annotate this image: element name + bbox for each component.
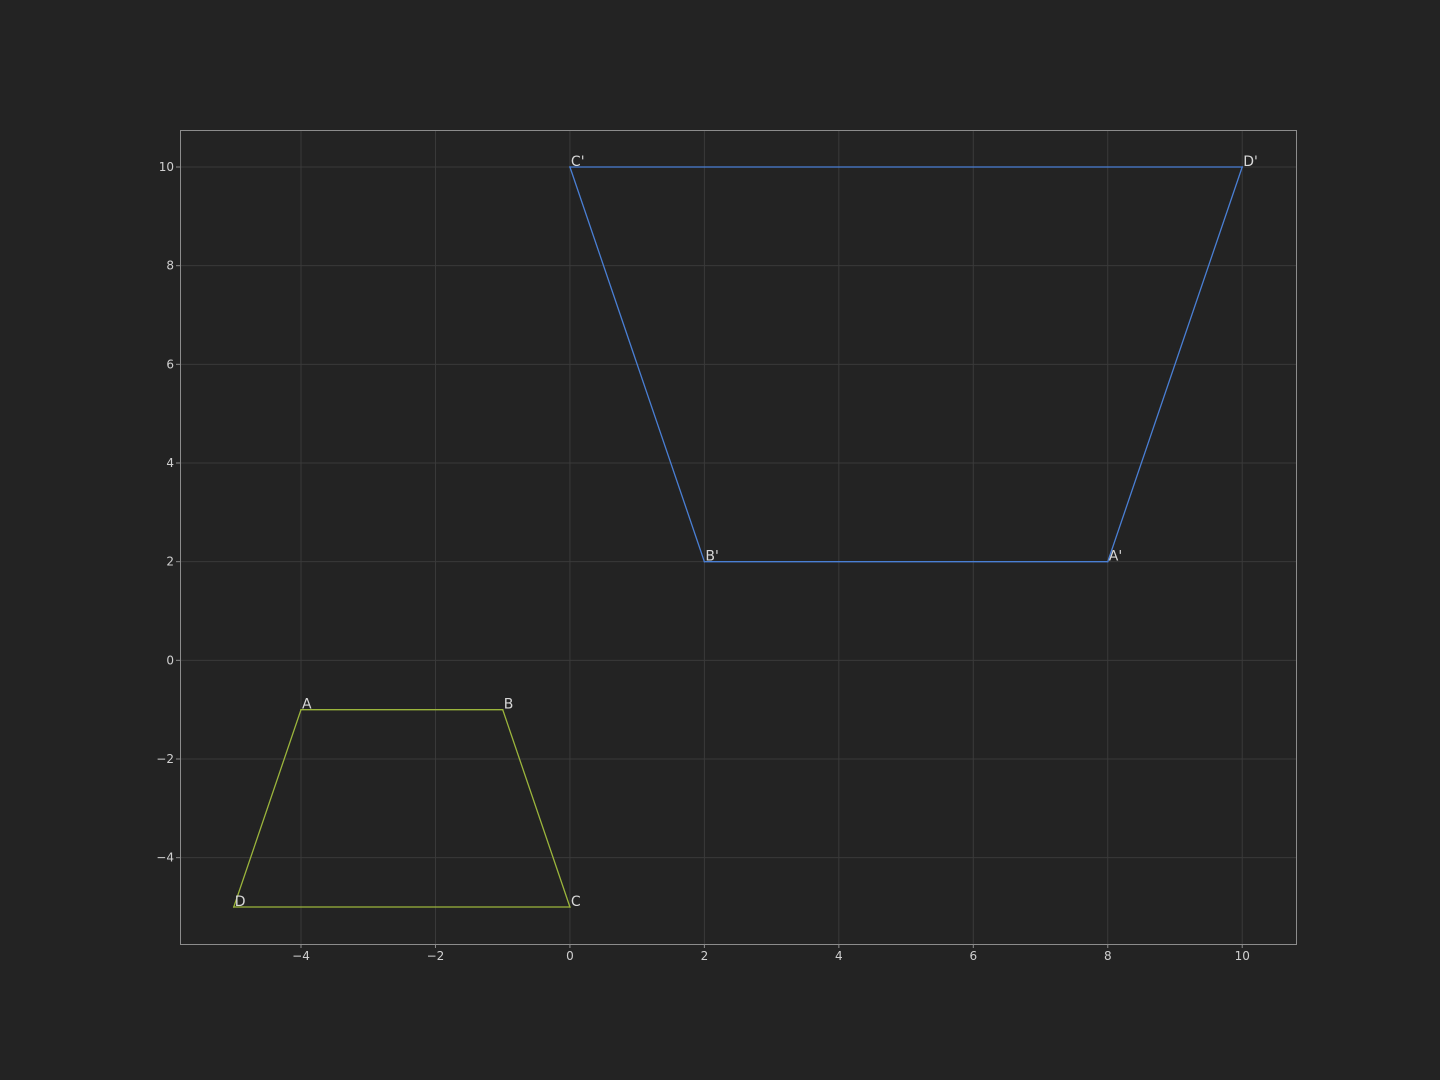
series-1-point <box>1106 560 1109 563</box>
x-tick-label: −4 <box>292 949 310 963</box>
point-label: B' <box>705 549 718 565</box>
series-0-point <box>501 708 504 711</box>
point-label: B <box>504 697 514 713</box>
series-1-point <box>1241 166 1244 168</box>
point-label: A <box>302 697 312 713</box>
y-tick-label: −2 <box>156 752 174 766</box>
series-1-point <box>703 560 706 563</box>
y-tick-label: 8 <box>166 259 174 273</box>
x-tick-label: 10 <box>1235 949 1250 963</box>
y-tick-label: 4 <box>166 456 174 470</box>
series-0-point <box>232 906 235 908</box>
series-layer <box>232 166 1244 908</box>
x-axis-ticks: −4 −2 0 2 4 6 8 10 <box>292 944 1250 963</box>
y-axis-ticks: −4 −2 0 2 4 6 8 10 <box>156 160 180 865</box>
grid-layer <box>180 130 1296 944</box>
y-tick-label: 6 <box>166 357 174 371</box>
point-label-layer: A B C D A' B' C' D' <box>235 154 1258 910</box>
x-tick-label: 6 <box>969 949 977 963</box>
series-0-outline <box>232 709 571 908</box>
plot-frame <box>180 130 1297 945</box>
x-tick-label: 0 <box>566 949 574 963</box>
series-0-point <box>569 906 571 908</box>
point-label: A' <box>1109 549 1122 565</box>
series-1-point <box>569 166 571 168</box>
x-tick-label: 4 <box>835 949 843 963</box>
series-0-point <box>300 708 302 711</box>
point-label: D <box>235 894 246 910</box>
y-tick-label: −4 <box>156 851 174 865</box>
x-tick-label: 2 <box>701 949 709 963</box>
point-label: C' <box>571 154 585 170</box>
point-label: C <box>571 894 581 910</box>
y-tick-label: 0 <box>166 653 174 667</box>
x-tick-label: −2 <box>427 949 445 963</box>
y-tick-label: 2 <box>166 555 174 569</box>
y-tick-label: 10 <box>159 160 174 174</box>
point-label: D' <box>1243 154 1258 170</box>
x-tick-label: 8 <box>1104 949 1112 963</box>
